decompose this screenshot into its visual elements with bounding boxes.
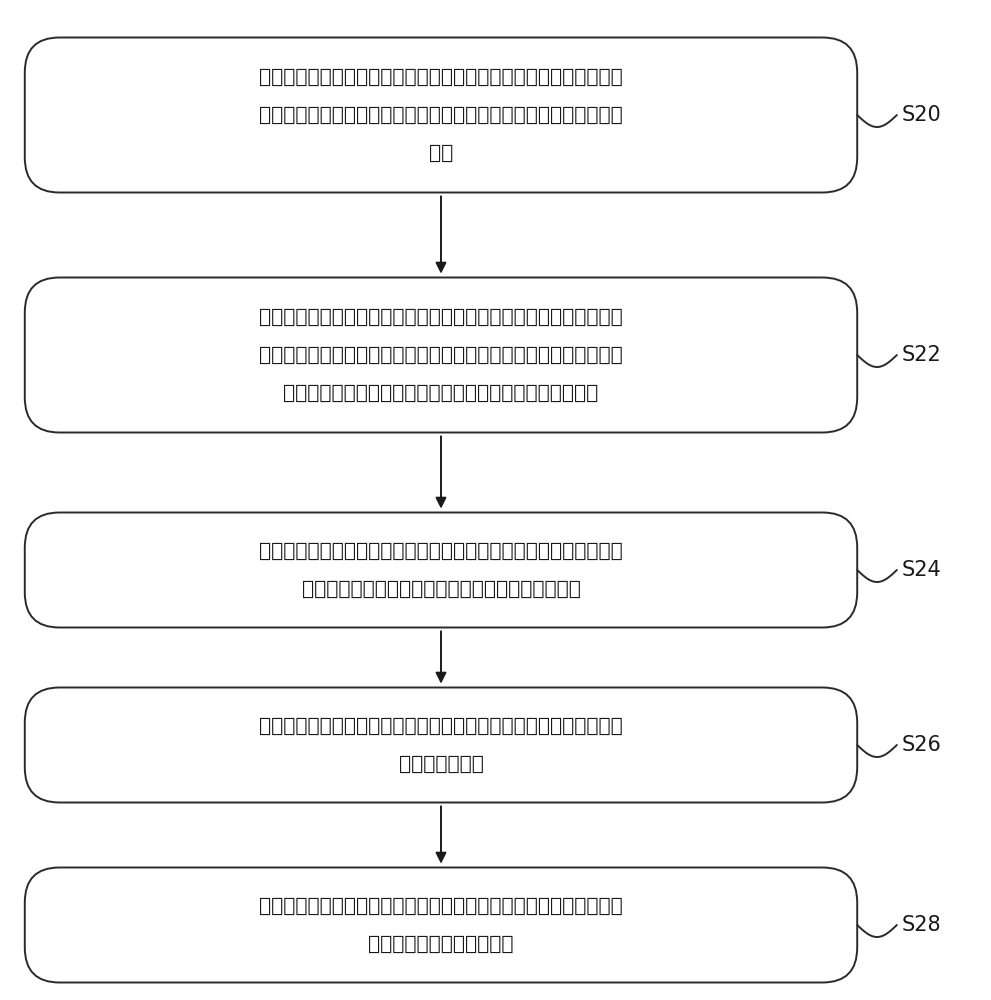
FancyBboxPatch shape [25, 37, 857, 192]
Text: S22: S22 [902, 345, 941, 365]
Text: 利用所述多时间窗口融合数据对所述目标设备进行故障诊断，获得所: 利用所述多时间窗口融合数据对所述目标设备进行故障诊断，获得所 [259, 896, 623, 916]
Text: 对各时间窗口长度对应的多源特征数据进行第一融合处理，获得多时: 对各时间窗口长度对应的多源特征数据进行第一融合处理，获得多时 [259, 716, 623, 736]
Text: S24: S24 [902, 560, 941, 580]
FancyBboxPatch shape [25, 688, 857, 802]
Text: 述目标设备的故障诊断结果: 述目标设备的故障诊断结果 [369, 934, 513, 954]
Text: ，将基于不同的时间窗口长度分割处理后的多源监控数据分别存入不: ，将基于不同的时间窗口长度分割处理后的多源监控数据分别存入不 [259, 346, 623, 364]
FancyBboxPatch shape [25, 867, 857, 982]
FancyBboxPatch shape [25, 512, 857, 628]
Text: 获取目标设备在当前时间点之前预设时间长度内的多源监控数据，所: 获取目标设备在当前时间点之前预设时间长度内的多源监控数据，所 [259, 68, 623, 87]
Text: S20: S20 [902, 105, 941, 125]
Text: 征提取，获得相应时间窗口长度对应的多源特征数据: 征提取，获得相应时间窗口长度对应的多源特征数据 [301, 579, 581, 598]
Text: S28: S28 [902, 915, 941, 935]
Text: 基于多个不同的时间窗口长度对所述多源监控数据进行数据分割处理: 基于多个不同的时间窗口长度对所述多源监控数据进行数据分割处理 [259, 308, 623, 326]
FancyBboxPatch shape [25, 277, 857, 432]
Text: 同的数据集，获得各时间窗口长度所对应的多源监控数据集: 同的数据集，获得各时间窗口长度所对应的多源监控数据集 [283, 383, 599, 402]
Text: 分别对每个所述多源监控数据集中分割处理后的多源监控数据进行特: 分别对每个所述多源监控数据集中分割处理后的多源监控数据进行特 [259, 542, 623, 560]
Text: 数据: 数据 [429, 143, 453, 162]
Text: S26: S26 [902, 735, 941, 755]
Text: 述多源监控数据包括对所述目标设备采集的多种监控参数类型的监控: 述多源监控数据包括对所述目标设备采集的多种监控参数类型的监控 [259, 105, 623, 124]
Text: 间窗口融合数据: 间窗口融合数据 [398, 754, 484, 774]
